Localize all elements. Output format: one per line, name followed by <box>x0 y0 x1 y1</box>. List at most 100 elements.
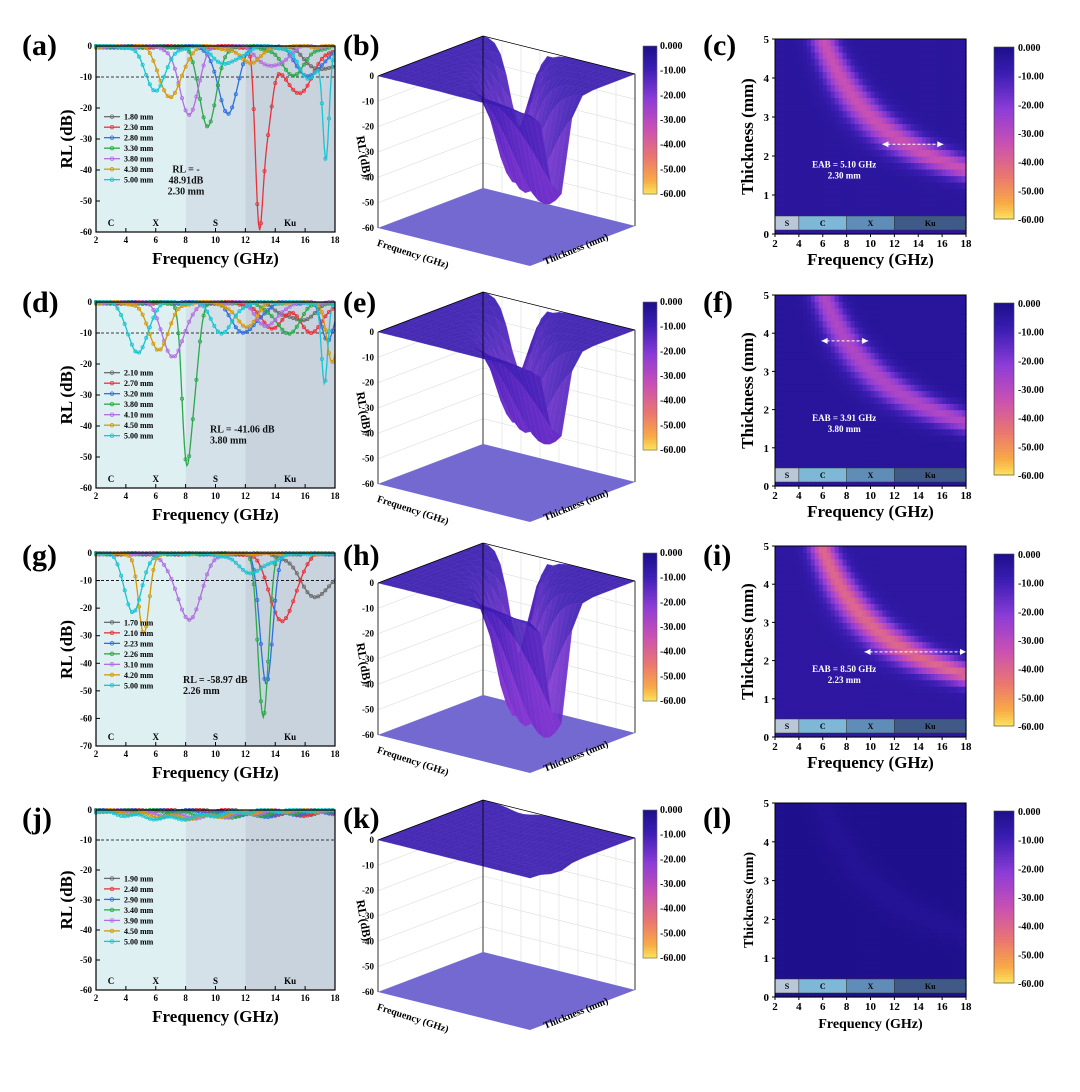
colorbar-tick-label: 0.000 <box>660 805 683 816</box>
heatmap-cell <box>950 169 955 177</box>
x-tick-label: 6 <box>154 993 159 1003</box>
series-point <box>172 354 177 359</box>
heatmap-cell <box>870 175 876 183</box>
heatmap-cell <box>882 117 887 125</box>
series-point <box>165 331 170 336</box>
heatmap-cell <box>882 156 887 164</box>
heatmap-cell <box>814 65 820 73</box>
legend-label: 4.30 mm <box>124 165 154 174</box>
heatmap-cell <box>946 97 951 105</box>
heatmap-cell <box>794 208 800 216</box>
series-point <box>330 359 335 364</box>
heatmap-cell <box>914 52 919 60</box>
heatmap-cell <box>866 78 872 86</box>
heatmap-cell <box>810 91 816 99</box>
heatmap-cell <box>779 110 784 118</box>
heatmap-cell <box>902 52 907 60</box>
heatmap-cell <box>814 201 820 209</box>
heatmap-cell <box>775 143 780 151</box>
series-point <box>258 54 263 59</box>
heatmap-cell <box>922 45 927 53</box>
heatmap-cell <box>862 97 868 105</box>
heatmap-cell <box>794 58 800 66</box>
series-point <box>294 72 299 77</box>
series-point <box>219 98 224 103</box>
heatmap-cell <box>786 58 792 66</box>
heatmap-cell <box>894 130 899 138</box>
heatmap-cell <box>950 182 955 190</box>
heatmap-cell <box>810 110 816 118</box>
heatmap-cell <box>779 84 784 92</box>
heatmap-cell <box>806 188 812 196</box>
heatmap-cell <box>950 136 955 144</box>
heatmap-cell <box>850 188 856 196</box>
heatmap-cell <box>850 52 856 60</box>
y-tick-label: 0 <box>88 805 93 815</box>
heatmap-cell <box>906 208 911 216</box>
heatmap-cell <box>794 182 800 190</box>
x-tick-label: 6 <box>154 235 159 245</box>
heatmap-cell <box>775 71 780 79</box>
heatmap-cell <box>806 130 812 138</box>
heatmap-cell <box>914 45 919 53</box>
heatmap-cell <box>938 78 943 86</box>
series-point <box>323 59 328 64</box>
heatmap-cell <box>798 143 804 151</box>
heatmap-cell <box>874 91 880 99</box>
series-point <box>276 72 281 77</box>
series-point <box>305 61 310 66</box>
heatmap-cell <box>794 117 800 125</box>
heatmap-cell <box>938 188 943 196</box>
heatmap-cell <box>846 149 852 157</box>
series-point <box>266 308 271 313</box>
legend-label: 2.30 mm <box>124 123 154 132</box>
heatmap-cell <box>806 97 812 105</box>
heatmap-cell <box>826 91 832 99</box>
heatmap-cell <box>946 130 951 138</box>
heatmap-cell <box>930 117 935 125</box>
y-tick-label: -40 <box>80 165 92 175</box>
z-tick-label: 0 <box>370 578 375 588</box>
series-point <box>194 94 199 99</box>
y-tick-label: -60 <box>80 227 92 237</box>
heatmap-cell <box>830 123 836 131</box>
heatmap-cell <box>866 188 872 196</box>
series-point <box>226 47 231 52</box>
x-tick-label: 16 <box>301 749 311 759</box>
heatmap-cell <box>946 71 951 79</box>
series-point <box>129 342 134 347</box>
grid-line <box>377 111 484 153</box>
heatmap-cell <box>790 45 796 53</box>
heatmap-cell <box>942 162 947 170</box>
band-label: C <box>108 732 115 742</box>
series-point <box>244 325 249 330</box>
series-point <box>269 326 274 331</box>
heatmap-cell <box>942 175 947 183</box>
series-point <box>158 46 163 51</box>
series-point <box>323 300 328 305</box>
heatmap-cell <box>910 149 915 157</box>
legend-label: 3.10 mm <box>124 660 154 669</box>
heatmap-cell <box>854 143 860 151</box>
heatmap-cell <box>826 39 832 47</box>
x-tick-label: 10 <box>211 749 221 759</box>
heatmap-cell <box>834 58 840 66</box>
heatmap-cell <box>874 149 880 157</box>
x-tick-label: 8 <box>183 749 188 759</box>
series-point <box>301 57 306 62</box>
heatmap-cell <box>818 182 824 190</box>
grid-line <box>377 137 484 178</box>
heatmap-cell <box>814 169 820 177</box>
heatmap-cell <box>894 169 899 177</box>
heatmap-cell <box>850 208 856 216</box>
series-point <box>140 62 145 67</box>
heatmap-cell <box>830 52 836 60</box>
colorbar-tick-label: -50.00 <box>660 928 686 939</box>
series-point <box>147 51 152 56</box>
heatmap-cell <box>890 162 895 170</box>
heatmap-cell <box>775 182 780 190</box>
heatmap-cell <box>870 84 876 92</box>
series-point <box>269 314 274 319</box>
